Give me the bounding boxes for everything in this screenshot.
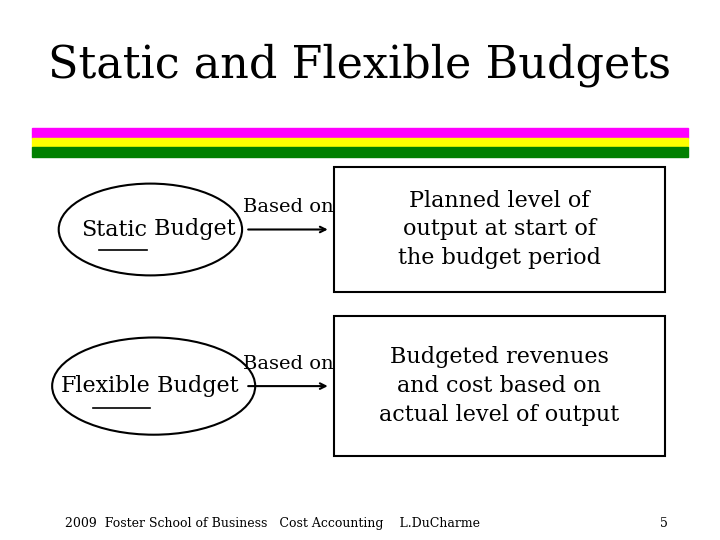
- Bar: [32, 147, 688, 157]
- Text: Flexible: Flexible: [60, 375, 150, 397]
- Text: 5: 5: [660, 517, 668, 530]
- Text: Budgeted revenues
and cost based on
actual level of output: Budgeted revenues and cost based on actu…: [379, 346, 619, 426]
- Text: Static: Static: [81, 219, 147, 240]
- Text: Budget: Budget: [150, 375, 239, 397]
- Text: Based on: Based on: [243, 198, 333, 216]
- Text: Budget: Budget: [147, 219, 235, 240]
- Text: Static and Flexible Budgets: Static and Flexible Budgets: [48, 43, 672, 86]
- Bar: [32, 128, 688, 138]
- Text: Planned level of
output at start of
the budget period: Planned level of output at start of the …: [397, 190, 600, 269]
- Bar: [32, 138, 688, 147]
- Text: Based on: Based on: [243, 355, 333, 373]
- Text: 2009  Foster School of Business   Cost Accounting    L.DuCharme: 2009 Foster School of Business Cost Acco…: [66, 517, 480, 530]
